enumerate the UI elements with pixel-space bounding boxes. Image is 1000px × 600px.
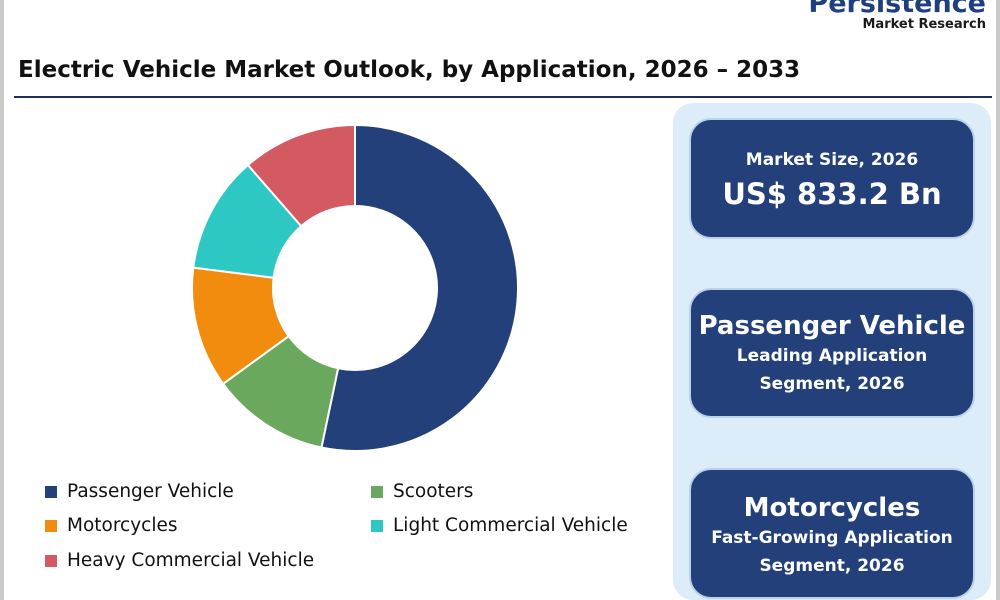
market-size-label: Market Size, 2026	[745, 150, 919, 170]
fastest-segment-line2: Segment, 2026	[759, 556, 905, 576]
leading-segment-title: Passenger Vehicle	[698, 311, 966, 341]
brand-tagline: Market Research	[862, 17, 987, 32]
legend-item-passenger-vehicle: Passenger Vehicle	[45, 481, 234, 502]
fastest-segment-card: Motorcycles Fast-Growing Application Seg…	[689, 468, 975, 599]
legend-label: Light Commercial Vehicle	[393, 515, 628, 536]
donut-slice-heavy-commercial-vehicle	[246, 123, 356, 228]
leading-segment-line2: Segment, 2026	[759, 374, 905, 394]
leading-segment-card: Passenger Vehicle Leading Application Se…	[689, 288, 975, 418]
legend-swatch	[45, 519, 57, 532]
fastest-segment-title: Motorcycles	[743, 493, 921, 523]
legend-swatch	[45, 485, 57, 498]
donut-chart	[191, 123, 519, 452]
legend-label: Scooters	[393, 481, 474, 502]
legend-swatch	[45, 554, 57, 567]
legend-swatch	[371, 485, 383, 498]
market-size-value: US$ 833.2 Bn	[722, 177, 942, 211]
title-divider	[14, 96, 992, 98]
brand-name: Persistence	[808, 0, 986, 19]
legend-swatch	[371, 519, 383, 532]
legend-item-motorcycles: Motorcycles	[45, 515, 178, 536]
legend-label: Heavy Commercial Vehicle	[67, 550, 315, 571]
donut-slice-passenger-vehicle	[320, 123, 519, 452]
fastest-segment-line1: Fast-Growing Application	[711, 528, 953, 548]
brand-logo: Persistence Market Research	[808, 0, 986, 32]
legend-item-scooters: Scooters	[371, 481, 473, 502]
legend-label: Passenger Vehicle	[67, 481, 234, 502]
legend-label: Motorcycles	[67, 515, 178, 536]
legend-item-heavy-commercial-vehicle: Heavy Commercial Vehicle	[45, 550, 314, 571]
legend-item-light-commercial-vehicle: Light Commercial Vehicle	[371, 515, 628, 536]
page-title: Electric Vehicle Market Outlook, by Appl…	[18, 57, 801, 83]
leading-segment-line1: Leading Application	[736, 346, 928, 366]
market-size-card: Market Size, 2026 US$ 833.2 Bn	[689, 118, 975, 239]
